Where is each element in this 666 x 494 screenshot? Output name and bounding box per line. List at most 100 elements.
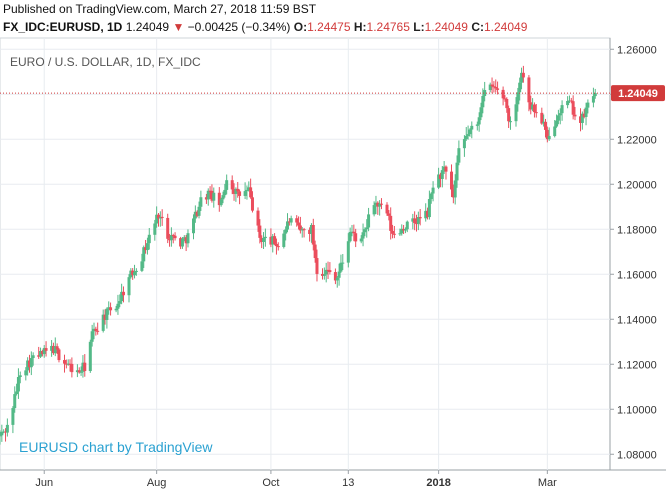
- candle-body: [560, 105, 564, 114]
- candle-body: [424, 210, 428, 219]
- candle-body: [199, 197, 203, 207]
- candle-body: [0, 431, 4, 436]
- candle-body: [96, 330, 100, 332]
- tradingview-watermark[interactable]: EURUSD chart by TradingView: [19, 439, 213, 455]
- candle-body: [39, 351, 43, 357]
- candle-body: [573, 114, 577, 117]
- candle-body: [197, 206, 201, 216]
- candle-body: [250, 197, 254, 211]
- symbol-name: FX_IDC:EURUSD, 1D: [3, 20, 123, 34]
- candle-body: [403, 229, 407, 231]
- candle-body: [593, 93, 597, 97]
- candle-body: [579, 116, 583, 123]
- candle-body: [556, 115, 560, 121]
- candle-body: [398, 233, 402, 235]
- candle-body: [223, 189, 227, 196]
- candle-body: [284, 229, 288, 234]
- candle-body: [427, 199, 431, 218]
- candle-body: [16, 377, 20, 392]
- candle-body: [133, 272, 137, 276]
- candle-body: [282, 233, 286, 247]
- candle-body: [501, 89, 505, 99]
- candle-body: [18, 375, 22, 378]
- candle-body: [462, 139, 466, 149]
- candle-body: [496, 88, 500, 90]
- candle-body: [516, 92, 520, 105]
- candle-body: [217, 192, 221, 206]
- candle-body: [131, 270, 135, 276]
- time-scale[interactable]: Jun Aug Oct 13 2018 Mar: [35, 470, 557, 489]
- price-scale[interactable]: 1.260001.240001.220001.200001.180001.160…: [610, 44, 657, 461]
- symbol-info-bar: FX_IDC:EURUSD, 1D 1.24049 ▼ −0.00425 (−0…: [3, 19, 527, 35]
- candle-body: [40, 351, 44, 355]
- candle-body: [518, 82, 522, 93]
- y-tick-label: 1.18000: [617, 224, 657, 236]
- candle-body: [101, 314, 105, 331]
- candle-body: [192, 218, 196, 234]
- candle-body: [13, 394, 17, 409]
- candle-body: [11, 408, 15, 425]
- candle-body: [210, 190, 214, 201]
- candle-body: [367, 214, 371, 228]
- candle-body: [337, 271, 341, 278]
- candle-body: [333, 272, 337, 281]
- candle-body: [374, 202, 378, 206]
- candle-body: [545, 129, 549, 140]
- chart-title: EURO / U.S. DOLLAR, 1D, FX_IDC: [10, 55, 201, 69]
- last-price-tag-label: 1.24049: [618, 88, 658, 100]
- candle-body: [442, 166, 446, 171]
- candle-body: [0, 435, 2, 437]
- x-tick-label: Jun: [35, 477, 53, 489]
- candle-body: [492, 86, 496, 88]
- candle-body: [88, 341, 92, 372]
- candle-body: [566, 100, 570, 106]
- candle-body: [64, 363, 68, 365]
- candle-body: [55, 346, 59, 350]
- x-tick-label: Aug: [147, 477, 167, 489]
- candle-body: [230, 180, 234, 190]
- candle-body: [354, 233, 358, 242]
- candle-body: [260, 237, 264, 242]
- candle-body: [483, 90, 487, 96]
- candle-body: [258, 225, 262, 238]
- candle-body: [140, 261, 144, 271]
- candle-body: [555, 120, 559, 127]
- candle-body: [109, 307, 113, 311]
- high-label: H:: [353, 20, 367, 34]
- x-tick-label: 13: [342, 477, 354, 489]
- candle-body: [521, 72, 525, 78]
- candle-body: [142, 247, 146, 262]
- candle-body: [532, 104, 536, 113]
- candle-body: [81, 362, 85, 372]
- candle-body: [236, 188, 240, 192]
- candle-body: [145, 243, 149, 251]
- candle-body: [586, 102, 590, 108]
- candle-body: [225, 180, 229, 190]
- candle-body: [309, 225, 313, 234]
- candle-body: [263, 236, 267, 239]
- candle-body: [379, 203, 383, 205]
- candle-body: [418, 217, 422, 219]
- candle-body: [121, 291, 125, 296]
- candle-body: [385, 204, 389, 214]
- candle-body: [328, 270, 332, 273]
- candle-body: [361, 232, 365, 239]
- candle-body: [520, 72, 524, 83]
- candle-body: [107, 307, 111, 309]
- candle-body: [569, 100, 573, 102]
- y-tick-label: 1.08000: [617, 449, 657, 461]
- candle-body: [529, 102, 533, 110]
- candle-body: [558, 113, 562, 116]
- candle-body: [171, 235, 175, 237]
- candle-body: [271, 236, 275, 245]
- candle-body: [376, 202, 380, 207]
- candle-body: [363, 229, 367, 233]
- candle-body: [542, 121, 546, 124]
- candle-body: [168, 238, 172, 241]
- candle-body: [438, 174, 442, 179]
- candle-body: [15, 391, 19, 395]
- candle-body: [50, 345, 54, 351]
- candle-body: [160, 216, 164, 218]
- candle-body: [440, 170, 444, 179]
